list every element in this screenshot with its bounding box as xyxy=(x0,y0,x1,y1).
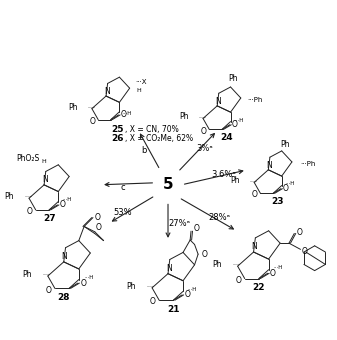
Text: N: N xyxy=(252,242,257,251)
Text: 28%ᵃ: 28%ᵃ xyxy=(208,213,230,222)
Text: ···X: ···X xyxy=(135,79,147,85)
Text: ...,: ..., xyxy=(87,104,95,109)
Text: PhO₂S: PhO₂S xyxy=(16,154,39,163)
Text: O: O xyxy=(60,200,65,209)
Text: ...,: ..., xyxy=(232,261,240,266)
Text: O: O xyxy=(94,213,100,222)
Text: Ph: Ph xyxy=(68,103,78,112)
Text: H: H xyxy=(42,159,47,164)
Text: Ph: Ph xyxy=(179,113,189,121)
Text: O: O xyxy=(232,120,238,129)
Text: O: O xyxy=(302,246,308,256)
Text: ...,: ..., xyxy=(42,271,51,276)
Text: 5: 5 xyxy=(163,177,173,192)
Text: O: O xyxy=(193,224,199,233)
Text: ···H: ···H xyxy=(273,266,282,270)
Text: O: O xyxy=(27,207,33,216)
Text: ...,: ..., xyxy=(147,283,155,288)
Text: 26: 26 xyxy=(111,134,123,143)
Text: ···H: ···H xyxy=(187,287,197,292)
Text: Ph: Ph xyxy=(4,192,14,201)
Text: Ph: Ph xyxy=(228,74,238,83)
Text: ···H: ···H xyxy=(123,111,132,116)
Text: ...,: ..., xyxy=(24,193,32,198)
Text: 28: 28 xyxy=(58,293,70,302)
Text: N: N xyxy=(166,264,172,273)
Text: Ph: Ph xyxy=(231,176,240,185)
Text: O: O xyxy=(185,290,190,300)
Text: ···Ph: ···Ph xyxy=(300,160,315,167)
Text: 27%ᵃ: 27%ᵃ xyxy=(169,219,191,227)
Text: N: N xyxy=(215,97,221,106)
Text: ···H: ···H xyxy=(84,275,93,280)
Text: N: N xyxy=(266,160,272,170)
Text: , X = CO₂Me, 62%: , X = CO₂Me, 62% xyxy=(125,134,193,143)
Text: 25: 25 xyxy=(111,124,123,134)
Text: ···H: ···H xyxy=(286,182,295,186)
Text: Ph: Ph xyxy=(127,282,136,291)
Text: N: N xyxy=(42,175,48,184)
Text: N: N xyxy=(104,87,110,96)
Text: O: O xyxy=(46,286,52,295)
Text: 21: 21 xyxy=(167,305,180,313)
Text: 3.6%ᵃ: 3.6%ᵃ xyxy=(212,170,237,180)
Text: 22: 22 xyxy=(253,283,265,292)
Text: 27: 27 xyxy=(43,214,55,223)
Text: O: O xyxy=(90,117,96,126)
Text: 53%: 53% xyxy=(114,208,132,217)
Text: O: O xyxy=(150,298,156,306)
Text: O: O xyxy=(252,190,258,200)
Text: ···H: ···H xyxy=(62,198,72,202)
Text: ···Ph: ···Ph xyxy=(247,97,263,103)
Text: ···H: ···H xyxy=(235,118,244,122)
Text: O: O xyxy=(120,110,126,119)
Text: N: N xyxy=(61,252,67,261)
Text: c: c xyxy=(120,183,125,192)
Text: O: O xyxy=(95,223,101,232)
Text: O: O xyxy=(270,269,276,278)
Text: ...,: ..., xyxy=(198,114,206,119)
Text: Ph: Ph xyxy=(280,140,289,149)
Text: O: O xyxy=(283,184,288,193)
Text: O: O xyxy=(236,276,242,285)
Text: 3%ᵃ: 3%ᵃ xyxy=(196,144,213,153)
Text: H: H xyxy=(136,88,141,93)
Text: , X = CN, 70%: , X = CN, 70% xyxy=(125,124,179,134)
Text: O: O xyxy=(202,250,207,259)
Text: 24: 24 xyxy=(220,133,233,142)
Text: O: O xyxy=(297,228,303,237)
Text: O: O xyxy=(201,126,207,136)
Text: O: O xyxy=(80,278,86,288)
Text: b: b xyxy=(142,146,147,155)
Text: ...,: ..., xyxy=(249,177,257,183)
Text: 23: 23 xyxy=(272,197,284,206)
Text: Ph: Ph xyxy=(22,270,32,279)
Text: Ph: Ph xyxy=(212,260,222,269)
